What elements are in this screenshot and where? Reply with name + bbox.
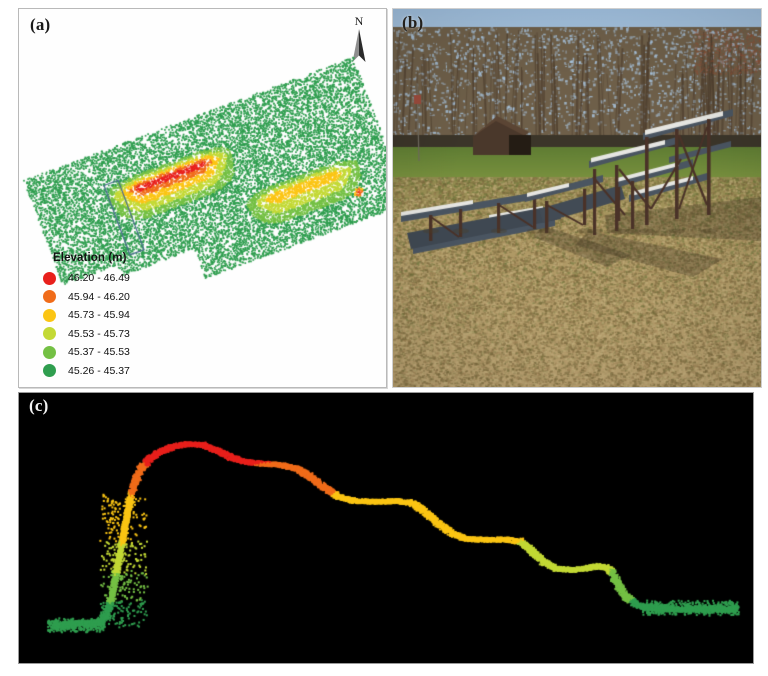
- panel-c-label: (c): [29, 396, 49, 415]
- legend-label: 45.53 - 45.73: [68, 327, 130, 340]
- legend-swatch: [43, 308, 56, 322]
- legend-label: 45.73 - 45.94: [68, 309, 130, 322]
- legend-swatch: [43, 327, 56, 341]
- legend-title: Elevation (m): [53, 252, 127, 264]
- legend-row: 45.53 - 45.73: [39, 325, 199, 344]
- legend-swatch: [43, 290, 56, 304]
- legend-label: 45.26 - 45.37: [68, 364, 130, 377]
- panel-b-label: (b): [402, 13, 424, 32]
- panel-c-cross-section: (c): [18, 392, 754, 664]
- legend-swatch: [43, 345, 56, 359]
- elevation-point-cloud: [19, 9, 386, 387]
- legend-row: 46.20 - 46.49: [39, 269, 199, 288]
- legend-rows: 46.20 - 46.49 45.94 - 46.20 45.73 - 45.94 4…: [39, 269, 199, 380]
- cross-section-profile-canvas: [19, 393, 753, 663]
- legend-label: 46.20 - 46.49: [68, 272, 130, 285]
- legend-swatch: [43, 271, 56, 285]
- panel-b-field-photograph: (b): [392, 8, 762, 388]
- legend-label: 45.37 - 45.53: [68, 346, 130, 359]
- bleachers-photo: [393, 9, 761, 387]
- legend-label: 45.94 - 46.20: [68, 290, 130, 303]
- legend-row: 45.73 - 45.94: [39, 306, 199, 325]
- legend-row: 45.94 - 46.20: [39, 288, 199, 307]
- point-cloud-canvas: [19, 9, 386, 387]
- legend-row: 45.37 - 45.53: [39, 343, 199, 362]
- legend-swatch: [43, 364, 56, 378]
- legend-row: 45.26 - 45.37: [39, 362, 199, 381]
- elevation-legend: Elevation (m) 46.20 - 46.49 45.94 - 46.20…: [39, 252, 199, 380]
